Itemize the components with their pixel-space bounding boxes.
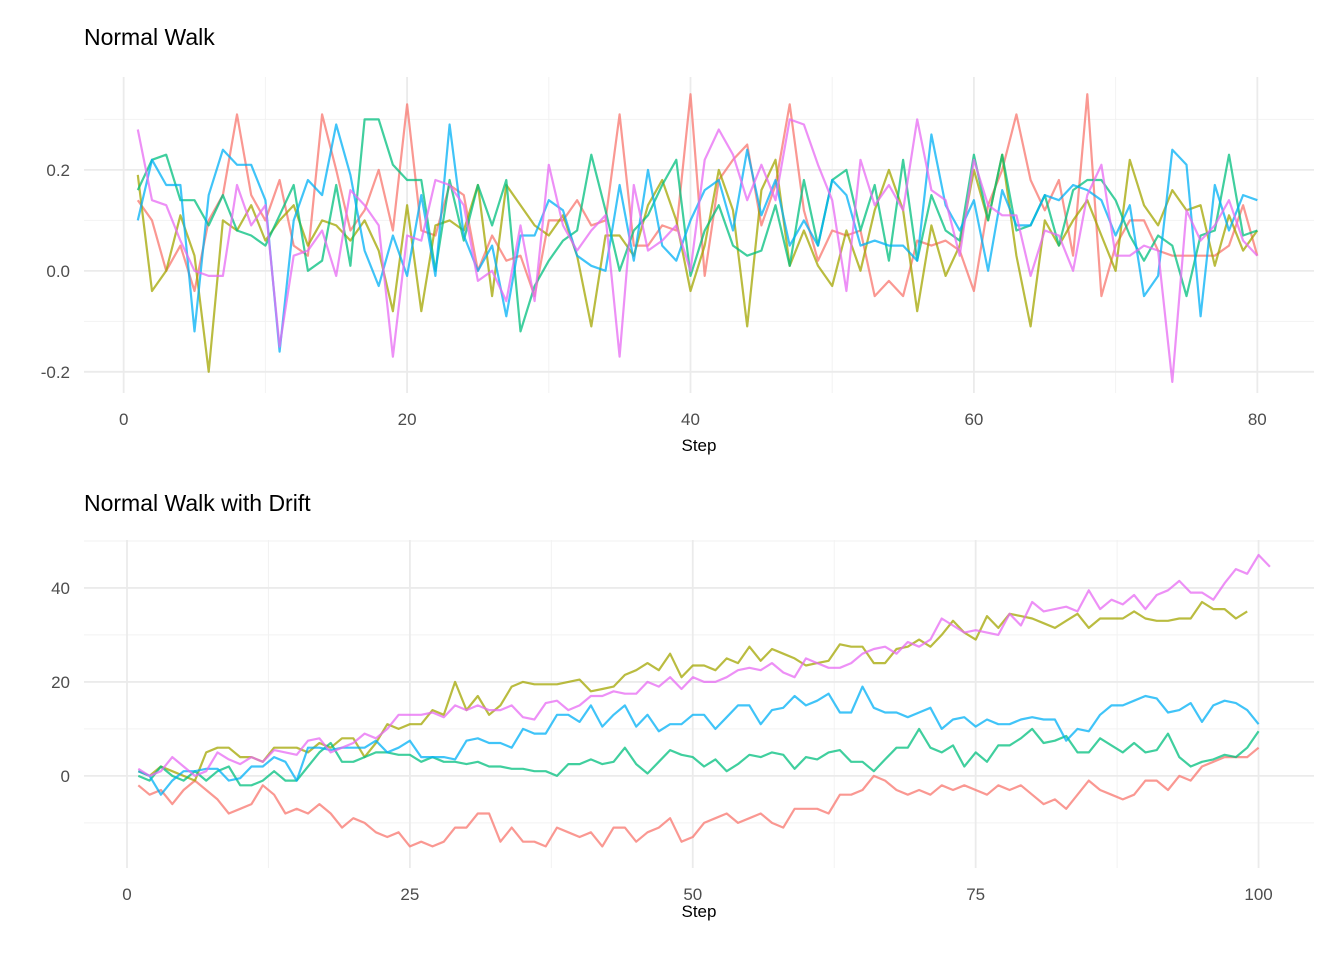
x-tick-label: 50 [683,885,702,904]
panel-title-normal-walk: Normal Walk [84,24,215,50]
x-tick-label: 75 [966,885,985,904]
series-line-1 [136,93,1259,298]
x-tick-label: 20 [398,410,417,429]
x-tick-label: 0 [122,885,131,904]
series-line-5 [137,553,1271,778]
series-line-4 [137,685,1260,796]
series-line-3 [137,727,1260,787]
x-axis-label-bottom: Step [681,902,717,921]
panel-title-normal-walk-drift: Normal Walk with Drift [84,490,311,516]
y-tick-label: 0.0 [46,262,70,281]
x-tick-label: 80 [1248,410,1267,429]
series-line-4 [136,123,1258,353]
y-tick-label: 20 [51,673,70,692]
x-axis-label-top: Step [681,436,717,455]
series-line-2 [136,153,1259,373]
y-tick-label: -0.2 [41,363,70,382]
x-tick-label: 60 [964,410,983,429]
series-line-5 [136,118,1259,383]
y-tick-label: 0 [61,767,70,786]
series-line-1 [137,746,1260,848]
y-tick-label: 0.2 [46,161,70,180]
x-tick-label: 40 [681,410,700,429]
x-tick-label: 0 [119,410,128,429]
series-line-3 [136,118,1258,333]
x-tick-label: 25 [400,885,419,904]
x-tick-label: 100 [1244,885,1272,904]
y-tick-label: 40 [51,579,70,598]
